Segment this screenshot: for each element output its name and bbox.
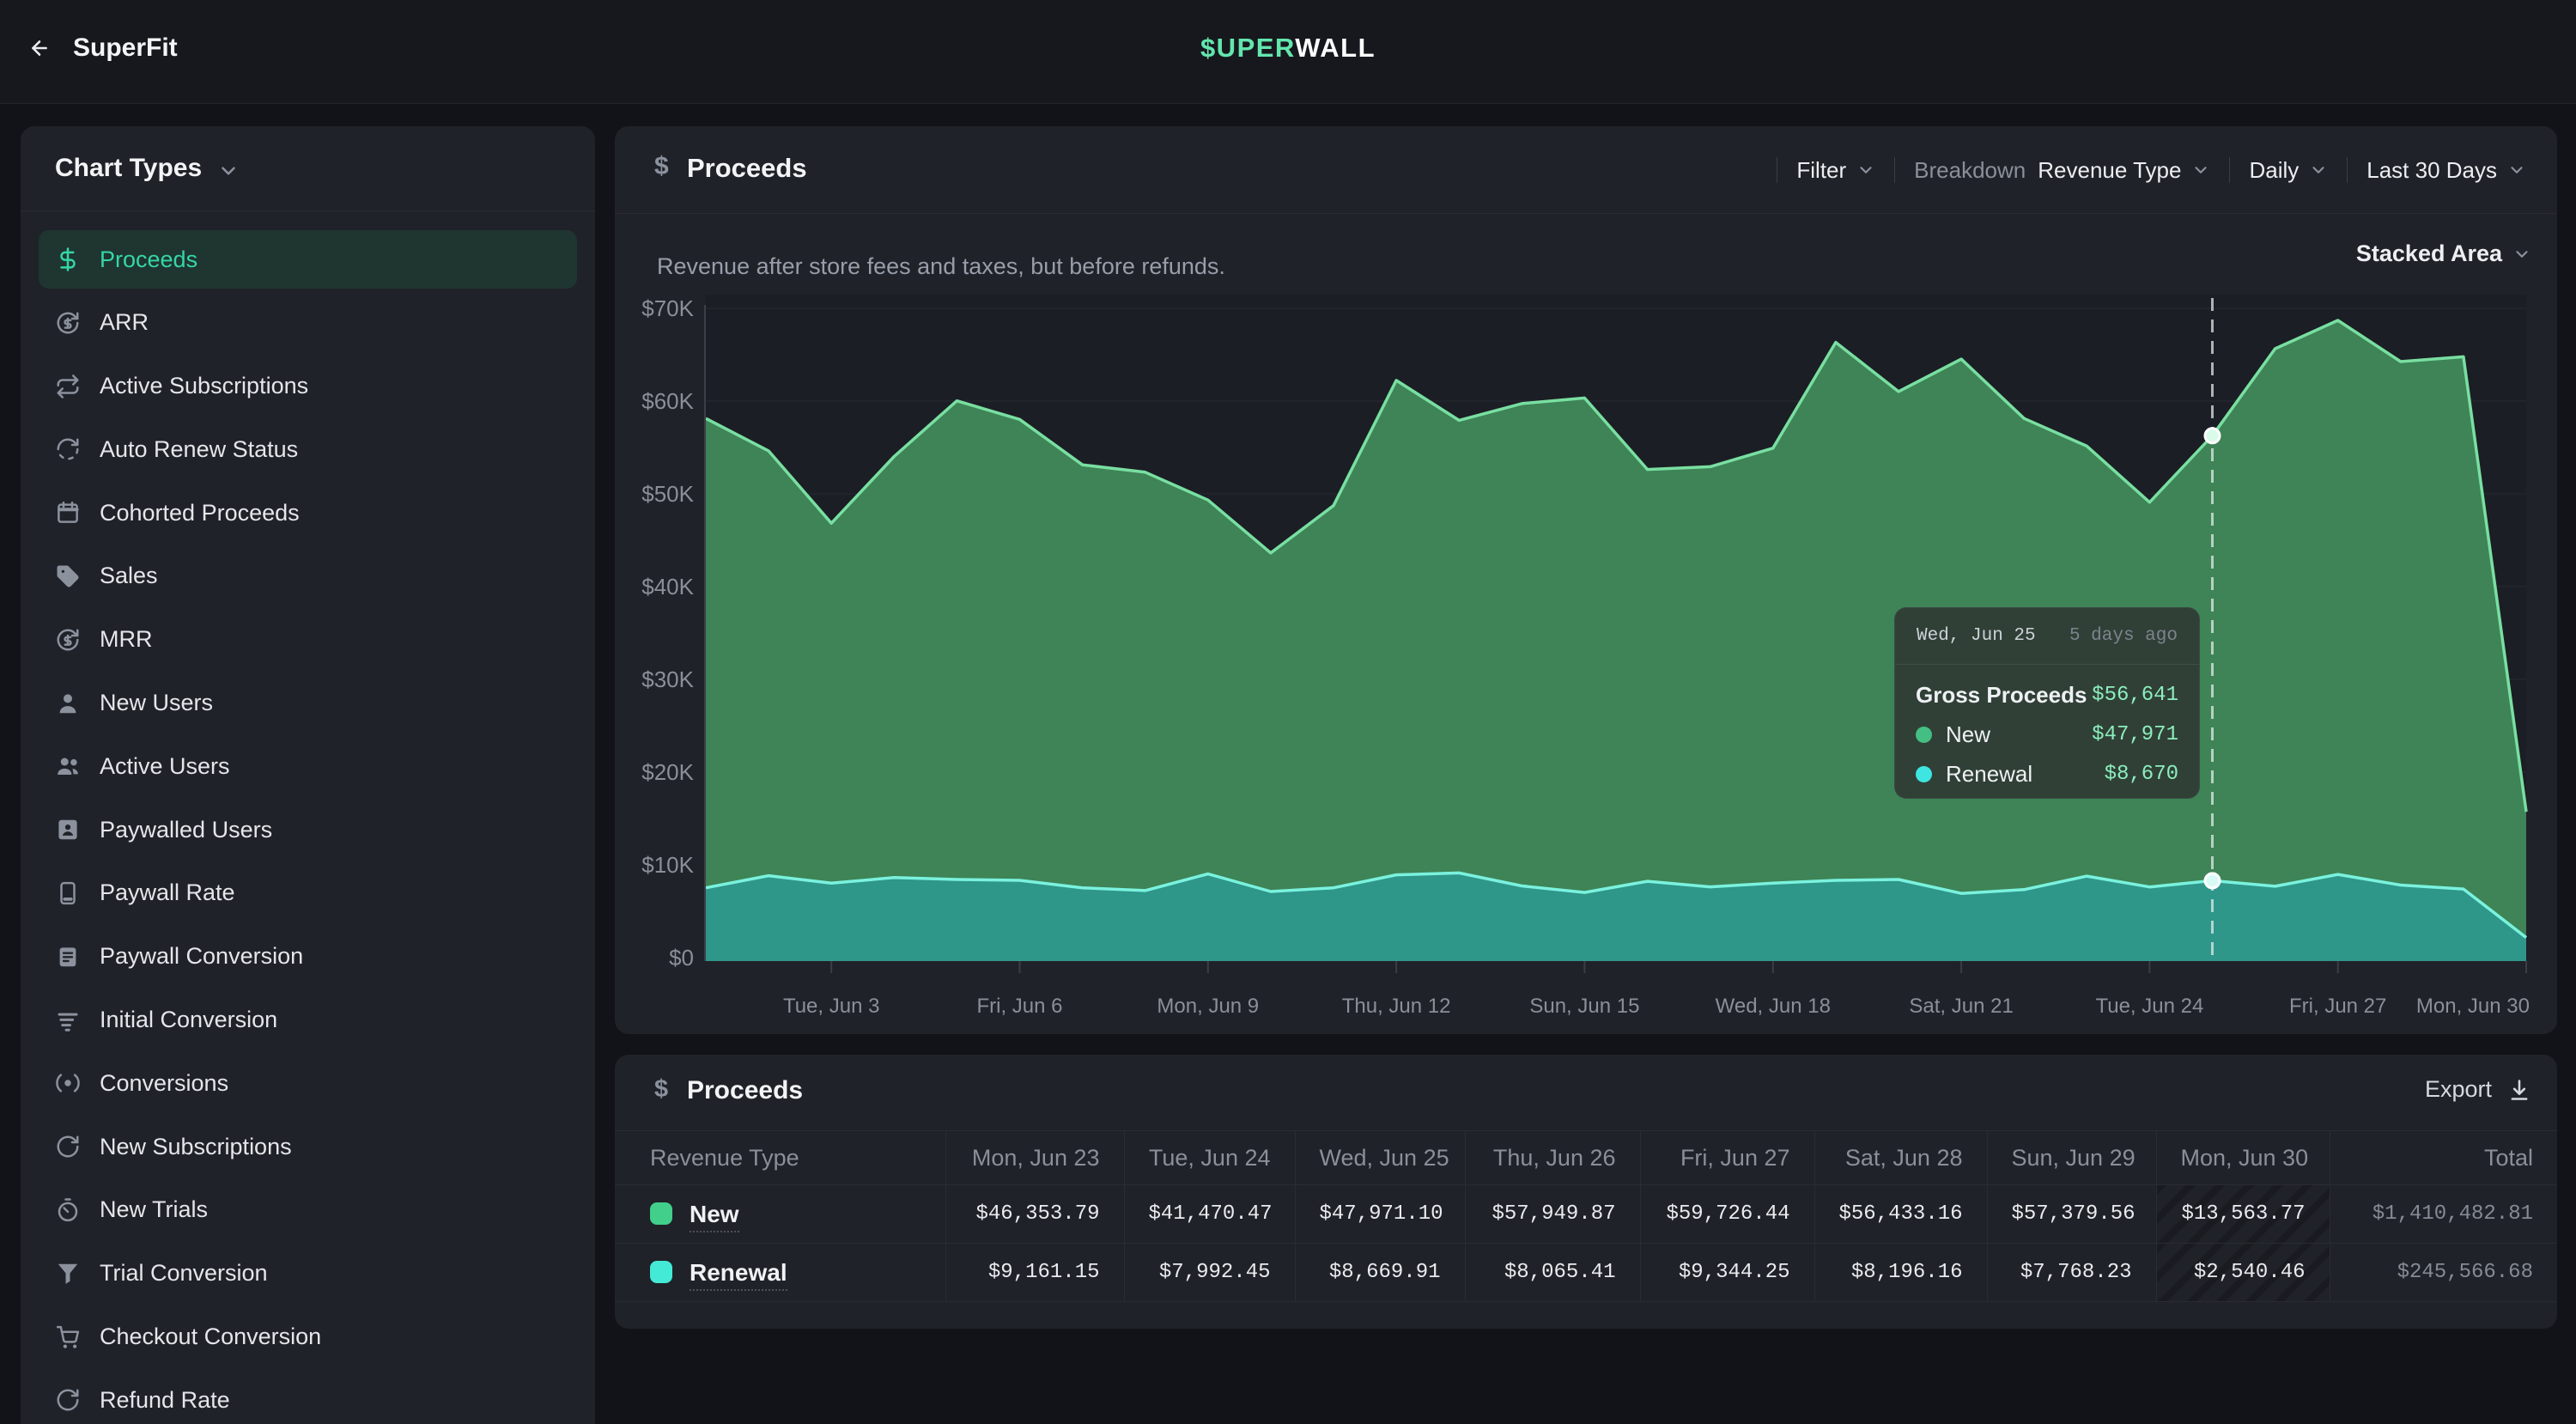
svg-text:Wed, Jun 18: Wed, Jun 18 — [1716, 995, 1831, 1018]
svg-text:Tue, Jun 24: Tue, Jun 24 — [2095, 995, 2203, 1018]
svg-text:$60K: $60K — [641, 388, 694, 414]
svg-text:$40K: $40K — [641, 574, 694, 599]
svg-text:$20K: $20K — [641, 759, 694, 785]
svg-text:Sat, Jun 21: Sat, Jun 21 — [1909, 995, 2013, 1018]
svg-text:$50K: $50K — [641, 481, 694, 507]
svg-text:Sun, Jun 15: Sun, Jun 15 — [1529, 995, 1639, 1018]
svg-text:Fri, Jun 6: Fri, Jun 6 — [976, 995, 1062, 1018]
svg-text:Mon, Jun 30: Mon, Jun 30 — [2416, 995, 2530, 1018]
svg-text:Thu, Jun 12: Thu, Jun 12 — [1342, 995, 1451, 1018]
svg-text:$30K: $30K — [641, 666, 694, 692]
svg-text:Tue, Jun 3: Tue, Jun 3 — [783, 995, 880, 1018]
svg-text:$10K: $10K — [641, 852, 694, 878]
svg-text:Fri, Jun 27: Fri, Jun 27 — [2289, 995, 2386, 1018]
svg-text:$0: $0 — [669, 945, 694, 971]
svg-text:Mon, Jun 9: Mon, Jun 9 — [1157, 995, 1259, 1018]
svg-text:$70K: $70K — [641, 295, 694, 321]
